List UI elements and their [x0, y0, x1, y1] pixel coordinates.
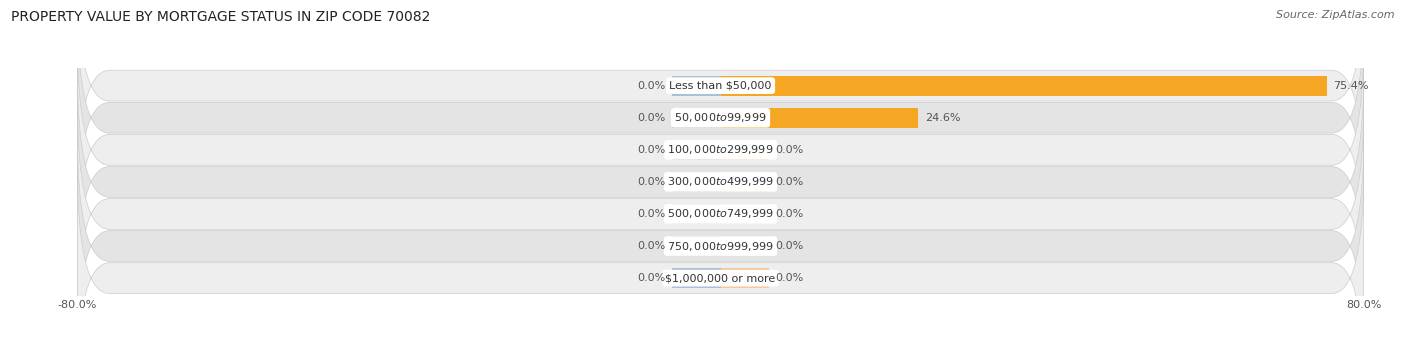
Text: $300,000 to $499,999: $300,000 to $499,999 [668, 175, 773, 188]
Bar [721, 140, 769, 160]
Text: Less than $50,000: Less than $50,000 [669, 81, 772, 91]
Text: 24.6%: 24.6% [925, 113, 960, 123]
Bar [672, 268, 721, 288]
FancyBboxPatch shape [77, 5, 1364, 231]
Text: 0.0%: 0.0% [638, 273, 666, 283]
Text: 0.0%: 0.0% [638, 81, 666, 91]
Text: 0.0%: 0.0% [775, 273, 803, 283]
FancyBboxPatch shape [77, 0, 1364, 199]
Text: 75.4%: 75.4% [1333, 81, 1369, 91]
Text: 0.0%: 0.0% [638, 209, 666, 219]
Bar [672, 236, 721, 256]
Text: 0.0%: 0.0% [775, 145, 803, 155]
Text: $500,000 to $749,999: $500,000 to $749,999 [668, 207, 773, 220]
Text: $750,000 to $999,999: $750,000 to $999,999 [668, 240, 773, 253]
Bar [721, 76, 1327, 96]
FancyBboxPatch shape [77, 101, 1364, 327]
Text: 0.0%: 0.0% [638, 145, 666, 155]
Text: PROPERTY VALUE BY MORTGAGE STATUS IN ZIP CODE 70082: PROPERTY VALUE BY MORTGAGE STATUS IN ZIP… [11, 10, 430, 24]
Text: 0.0%: 0.0% [775, 209, 803, 219]
FancyBboxPatch shape [77, 37, 1364, 263]
Bar [721, 172, 769, 192]
Text: 0.0%: 0.0% [638, 241, 666, 251]
FancyBboxPatch shape [77, 69, 1364, 295]
Text: 0.0%: 0.0% [775, 177, 803, 187]
Text: $50,000 to $99,999: $50,000 to $99,999 [675, 111, 766, 124]
Bar [721, 236, 769, 256]
FancyBboxPatch shape [77, 165, 1364, 340]
Bar [672, 108, 721, 128]
Text: $1,000,000 or more: $1,000,000 or more [665, 273, 776, 283]
Bar [672, 140, 721, 160]
Bar [721, 108, 918, 128]
Bar [672, 76, 721, 96]
Text: $100,000 to $299,999: $100,000 to $299,999 [668, 143, 773, 156]
Text: Source: ZipAtlas.com: Source: ZipAtlas.com [1277, 10, 1395, 20]
Text: 0.0%: 0.0% [638, 113, 666, 123]
Bar [672, 204, 721, 224]
FancyBboxPatch shape [77, 133, 1364, 340]
Bar [721, 268, 769, 288]
Text: 0.0%: 0.0% [638, 177, 666, 187]
Bar [721, 204, 769, 224]
Bar [672, 172, 721, 192]
Text: 0.0%: 0.0% [775, 241, 803, 251]
